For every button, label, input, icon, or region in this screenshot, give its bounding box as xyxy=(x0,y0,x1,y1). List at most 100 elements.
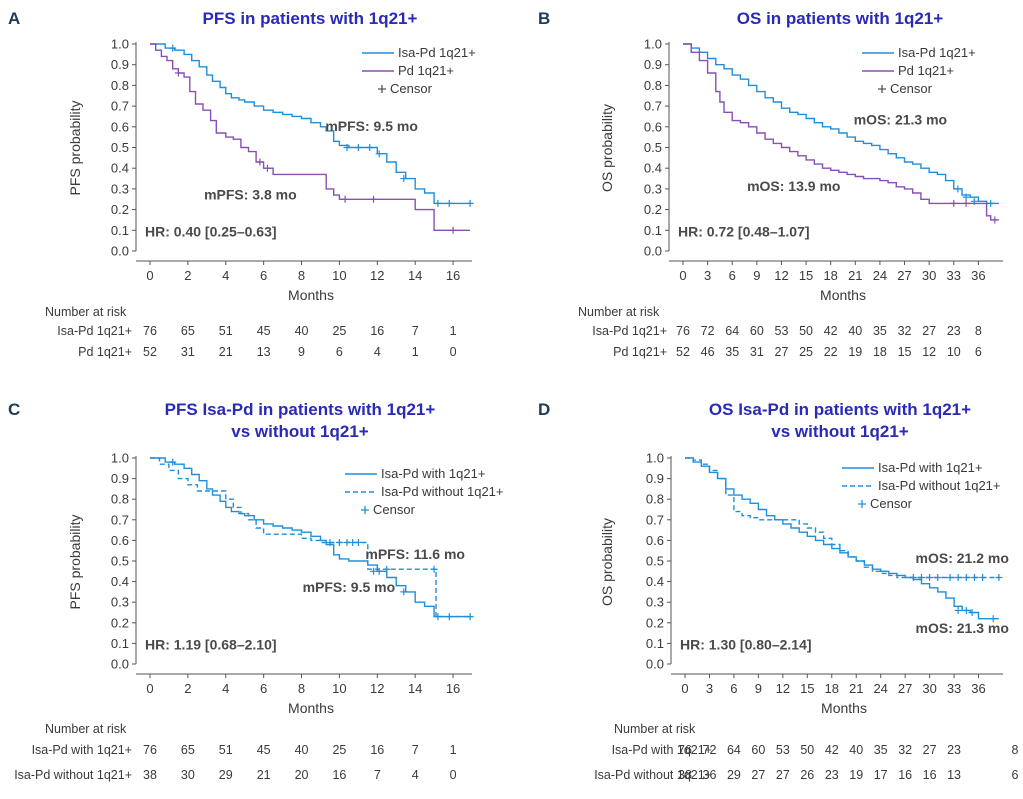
risk-value: 15 xyxy=(898,345,912,359)
censor-mark xyxy=(256,158,264,166)
risk-value: 21 xyxy=(219,345,233,359)
x-axis-label: Months xyxy=(288,700,334,716)
x-tick-label: 2 xyxy=(184,268,191,283)
legend-label: Censor xyxy=(890,81,933,96)
y-axis-label: OS probability xyxy=(599,518,615,606)
y-tick-label: 0.7 xyxy=(644,99,662,114)
y-tick-label: 0.0 xyxy=(111,244,129,259)
risk-value: 64 xyxy=(727,743,741,757)
risk-value: 22 xyxy=(824,345,838,359)
risk-value: 12 xyxy=(922,345,936,359)
x-tick-label: 9 xyxy=(753,268,760,283)
risk-value: 4 xyxy=(412,768,419,782)
annotation-text: mOS: 21.3 mo xyxy=(916,620,1009,636)
y-tick-label: 1.0 xyxy=(111,451,129,466)
y-tick-label: 0.5 xyxy=(644,140,662,155)
censor-mark xyxy=(430,565,438,573)
y-axis-label: PFS probability xyxy=(67,515,83,610)
risk-value: 76 xyxy=(143,324,157,338)
y-tick-label: 0.8 xyxy=(646,492,664,507)
risk-value: 25 xyxy=(799,345,813,359)
y-tick-label: 0.9 xyxy=(646,471,664,486)
x-tick-label: 30 xyxy=(922,681,936,696)
series-line-2 xyxy=(150,43,471,231)
annotation-text: HR: 0.40 [0.25–0.63] xyxy=(145,224,277,240)
censor-mark xyxy=(979,573,987,581)
risk-table-header: Number at risk xyxy=(614,722,696,736)
x-tick-label: 10 xyxy=(332,681,346,696)
annotation-text: HR: 0.72 [0.48–1.07] xyxy=(678,224,810,240)
risk-value: 1 xyxy=(450,743,457,757)
x-tick-label: 0 xyxy=(679,268,686,283)
x-tick-label: 6 xyxy=(260,268,267,283)
y-tick-label: 0.2 xyxy=(644,202,662,217)
risk-row-label: Isa-Pd 1q21+ xyxy=(592,324,667,338)
x-tick-label: 0 xyxy=(146,681,153,696)
risk-table-header: Number at risk xyxy=(578,305,660,319)
series-line-1 xyxy=(683,43,999,205)
x-tick-label: 15 xyxy=(800,681,814,696)
x-tick-label: 3 xyxy=(704,268,711,283)
panel-letter: C xyxy=(8,400,20,419)
risk-value: 25 xyxy=(332,324,346,338)
risk-value: 23 xyxy=(947,743,961,757)
censor-mark xyxy=(343,144,351,151)
y-axis-label: OS probability xyxy=(599,104,615,192)
censor-mark xyxy=(400,588,408,596)
risk-value: 23 xyxy=(947,324,961,338)
y-tick-label: 0.8 xyxy=(111,78,129,93)
censor-mark xyxy=(968,609,976,616)
y-tick-label: 1.0 xyxy=(646,451,664,466)
risk-row-label: Isa-Pd with 1q21+ xyxy=(612,743,712,757)
y-tick-label: 0.4 xyxy=(646,574,664,589)
y-tick-label: 0.6 xyxy=(111,533,129,548)
x-axis-label: Months xyxy=(821,700,867,716)
risk-value: 52 xyxy=(676,345,690,359)
y-tick-label: 0.3 xyxy=(111,181,129,196)
censor-legend-icon xyxy=(378,85,386,93)
risk-value: 52 xyxy=(143,345,157,359)
y-tick-label: 0.1 xyxy=(111,223,129,238)
legend-label: Censor xyxy=(373,502,416,517)
risk-value: 31 xyxy=(181,345,195,359)
censor-mark xyxy=(449,226,457,234)
censor-mark xyxy=(954,606,962,614)
risk-table-header: Number at risk xyxy=(45,722,127,736)
y-tick-label: 0.5 xyxy=(646,554,664,569)
legend-label: Isa-Pd with 1q21+ xyxy=(381,466,485,481)
risk-value: 64 xyxy=(725,324,739,338)
risk-value: 23 xyxy=(825,768,839,782)
x-tick-label: 18 xyxy=(825,681,839,696)
y-tick-label: 1.0 xyxy=(644,37,662,52)
risk-value: 76 xyxy=(676,324,690,338)
risk-value: 35 xyxy=(874,743,888,757)
risk-value: 4 xyxy=(374,345,381,359)
censor-mark xyxy=(950,199,958,207)
risk-value: 8 xyxy=(1012,743,1019,757)
risk-value: 27 xyxy=(775,345,789,359)
risk-value: 26 xyxy=(800,768,814,782)
x-tick-label: 8 xyxy=(298,681,305,696)
x-tick-label: 21 xyxy=(848,268,862,283)
risk-value: 19 xyxy=(849,768,863,782)
annotation-text: HR: 1.19 [0.68–2.10] xyxy=(145,637,277,653)
censor-mark xyxy=(341,195,349,203)
series-line-1 xyxy=(150,457,471,618)
y-tick-label: 0.7 xyxy=(646,512,664,527)
panel-b: B OS in patients with 1q21+ 0.0 0.1 0.2 0.3 0.… xyxy=(538,9,1003,359)
x-tick-label: 33 xyxy=(947,268,961,283)
censor-mark xyxy=(169,44,177,52)
censor-mark xyxy=(263,164,271,172)
y-tick-label: 0.1 xyxy=(111,636,129,651)
risk-value: 40 xyxy=(295,324,309,338)
series-line-2 xyxy=(683,43,999,221)
x-axis-label: Months xyxy=(288,287,334,303)
risk-value: 51 xyxy=(219,324,233,338)
x-tick-label: 21 xyxy=(849,681,863,696)
legend-label: Pd 1q21+ xyxy=(398,63,454,78)
x-tick-label: 12 xyxy=(370,268,384,283)
risk-value: 40 xyxy=(849,743,863,757)
risk-value: 27 xyxy=(923,743,937,757)
censor-mark xyxy=(445,199,453,207)
